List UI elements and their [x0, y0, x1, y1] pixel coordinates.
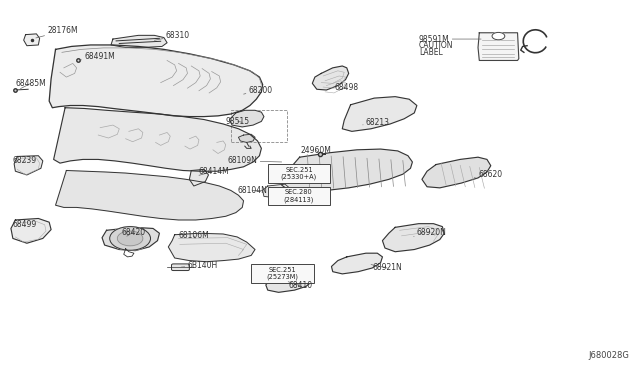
Text: 28176M: 28176M — [36, 26, 78, 38]
Text: 68200: 68200 — [244, 86, 273, 94]
Text: 24960M: 24960M — [301, 146, 332, 155]
Bar — [268, 187, 330, 205]
Polygon shape — [14, 156, 43, 175]
Text: 68921N: 68921N — [371, 263, 402, 272]
Polygon shape — [49, 45, 262, 116]
Text: 6B140H: 6B140H — [181, 261, 218, 270]
Text: 68239: 68239 — [13, 156, 37, 166]
Text: SEC.251
(25273M): SEC.251 (25273M) — [266, 267, 298, 280]
Polygon shape — [282, 149, 412, 192]
Text: 68485M: 68485M — [15, 79, 46, 89]
Polygon shape — [312, 66, 349, 90]
Text: 68499: 68499 — [13, 220, 37, 229]
Polygon shape — [230, 110, 264, 127]
Polygon shape — [422, 157, 491, 188]
Polygon shape — [266, 272, 312, 292]
Circle shape — [492, 32, 505, 40]
Polygon shape — [332, 253, 383, 274]
Bar — [251, 264, 314, 283]
Text: SEC.251
(25330+A): SEC.251 (25330+A) — [281, 167, 317, 180]
Text: 68213: 68213 — [363, 118, 390, 127]
Polygon shape — [383, 224, 444, 252]
Text: 68920N: 68920N — [413, 228, 447, 237]
Text: 68106M: 68106M — [179, 231, 209, 240]
Text: 68491M: 68491M — [79, 52, 115, 61]
Text: 68420: 68420 — [121, 228, 145, 237]
Polygon shape — [189, 169, 209, 186]
Text: SEC.280
(284113): SEC.280 (284113) — [284, 189, 314, 203]
Text: LABEL: LABEL — [419, 48, 442, 57]
Polygon shape — [56, 170, 244, 220]
Polygon shape — [54, 108, 261, 171]
Polygon shape — [478, 33, 519, 61]
Polygon shape — [24, 34, 40, 46]
Polygon shape — [262, 184, 289, 198]
Text: 68498: 68498 — [334, 83, 358, 92]
Text: 68109N: 68109N — [228, 156, 282, 166]
FancyBboxPatch shape — [172, 264, 189, 270]
Bar — [268, 164, 330, 183]
Polygon shape — [111, 35, 167, 48]
Polygon shape — [168, 233, 255, 262]
Text: 68414M: 68414M — [199, 167, 230, 176]
Text: 98515: 98515 — [226, 117, 250, 126]
Circle shape — [117, 231, 143, 246]
Text: 68310: 68310 — [154, 31, 190, 40]
Text: 68410: 68410 — [288, 281, 312, 290]
Circle shape — [109, 227, 150, 250]
Polygon shape — [11, 218, 51, 243]
Text: 68104N: 68104N — [237, 186, 267, 195]
Polygon shape — [239, 134, 255, 142]
Bar — [231, 110, 287, 142]
Text: 98591M: 98591M — [419, 35, 481, 44]
Text: 68620: 68620 — [474, 170, 502, 179]
Polygon shape — [102, 227, 159, 251]
Polygon shape — [342, 97, 417, 131]
Text: CAUTION: CAUTION — [419, 41, 453, 50]
Text: J680028G: J680028G — [588, 351, 629, 360]
